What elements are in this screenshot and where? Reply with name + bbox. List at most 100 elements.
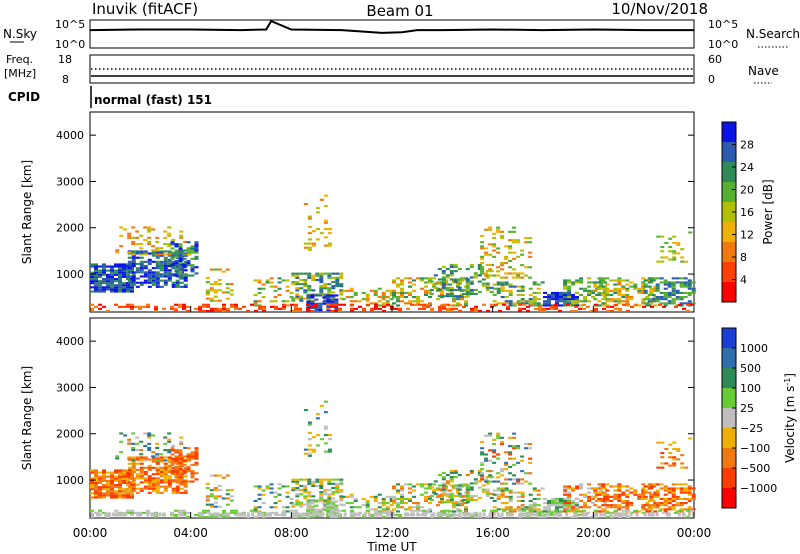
velocity-cell [464,508,468,511]
velocity-cell [484,459,489,462]
power-cell [295,289,300,292]
power-cell [122,305,126,308]
velocity-cell [563,510,568,513]
velocity-cell [687,491,692,494]
power-cell [318,309,323,312]
power-cell [662,305,666,308]
velocity-cell [465,484,470,487]
power-cell [528,302,533,305]
power-cell [426,303,430,306]
power-cell [319,274,324,277]
velocity-cell [593,495,598,498]
velocity-cell [186,511,190,514]
power-cell [214,307,218,310]
power-cell [508,230,513,233]
colorbar-segment [722,468,736,489]
velocity-cell [532,508,537,511]
velocity-cell [617,483,622,486]
velocity-cell [212,512,216,517]
power-cell [186,249,191,252]
velocity-cell [433,488,438,491]
velocity-cell [327,489,332,492]
power-cell [587,300,592,303]
power-cell [647,285,652,288]
velocity-cell [484,480,489,483]
velocity-cell [94,469,98,472]
velocity-cell [468,512,472,517]
power-cell [690,303,694,306]
velocity-cell [183,485,188,488]
power-cell [331,295,336,298]
velocity-cell [441,492,446,495]
power-cell [159,275,164,278]
power-cell [389,293,394,296]
power-cell [127,232,132,235]
power-cell [433,274,438,277]
power-cell [488,253,493,256]
velocity-cell [528,508,533,511]
velocity-cell [389,495,394,498]
power-cell [159,269,164,272]
power-cell [326,300,331,303]
velocity-cell [571,508,576,511]
power-cell [473,274,478,277]
power-cell [400,293,404,296]
power-cell [315,272,320,275]
power-cell [667,296,672,299]
velocity-cell [668,456,673,459]
power-cell [330,298,335,301]
power-cell [326,303,330,306]
power-cell [613,298,618,301]
colorbar-segment [722,282,736,303]
velocity-cell [671,483,676,486]
velocity-cell [377,512,381,517]
velocity-cell [430,513,434,516]
velocity-cell [629,504,634,507]
power-cell [127,267,132,270]
velocity-cell [599,489,604,492]
velocity-cell [163,462,168,465]
velocity-cell [456,504,460,507]
velocity-cell [299,478,304,481]
power-cell [151,273,156,276]
velocity-cell [489,496,494,499]
velocity-cell [508,512,512,517]
velocity-cell [110,475,114,478]
velocity-cell [504,508,509,511]
power-cell [134,305,138,308]
power-cell [323,205,328,208]
power-cell [643,279,648,282]
velocity-cell [605,499,610,502]
power-cell [587,285,592,288]
power-cell [178,247,183,250]
velocity-cell [377,502,382,505]
power-data-layer [90,194,696,312]
power-cell [98,282,102,285]
velocity-cell [512,508,517,511]
power-cell [377,300,382,303]
power-cell [641,281,646,284]
power-cell [174,251,179,254]
power-cell [445,295,450,298]
power-cell [147,271,152,274]
velocity-cell [155,489,160,492]
power-cell [130,290,134,293]
velocity-cell [303,497,308,500]
power-cell [516,241,521,244]
velocity-cell [291,512,295,517]
velocity-cell [127,477,132,480]
colorbar-tick-label: 4 [740,274,747,287]
power-cell [449,293,454,296]
power-cell [563,291,568,294]
velocity-cell [205,497,210,500]
velocity-cell [139,449,144,452]
power-cell [369,289,374,292]
power-cell [392,279,396,282]
power-cell [131,262,136,265]
velocity-cell [131,466,136,469]
power-cell [334,294,339,297]
velocity-cell [466,512,470,517]
velocity-cell [217,484,222,487]
velocity-cell [528,443,533,446]
power-cell [621,287,626,290]
